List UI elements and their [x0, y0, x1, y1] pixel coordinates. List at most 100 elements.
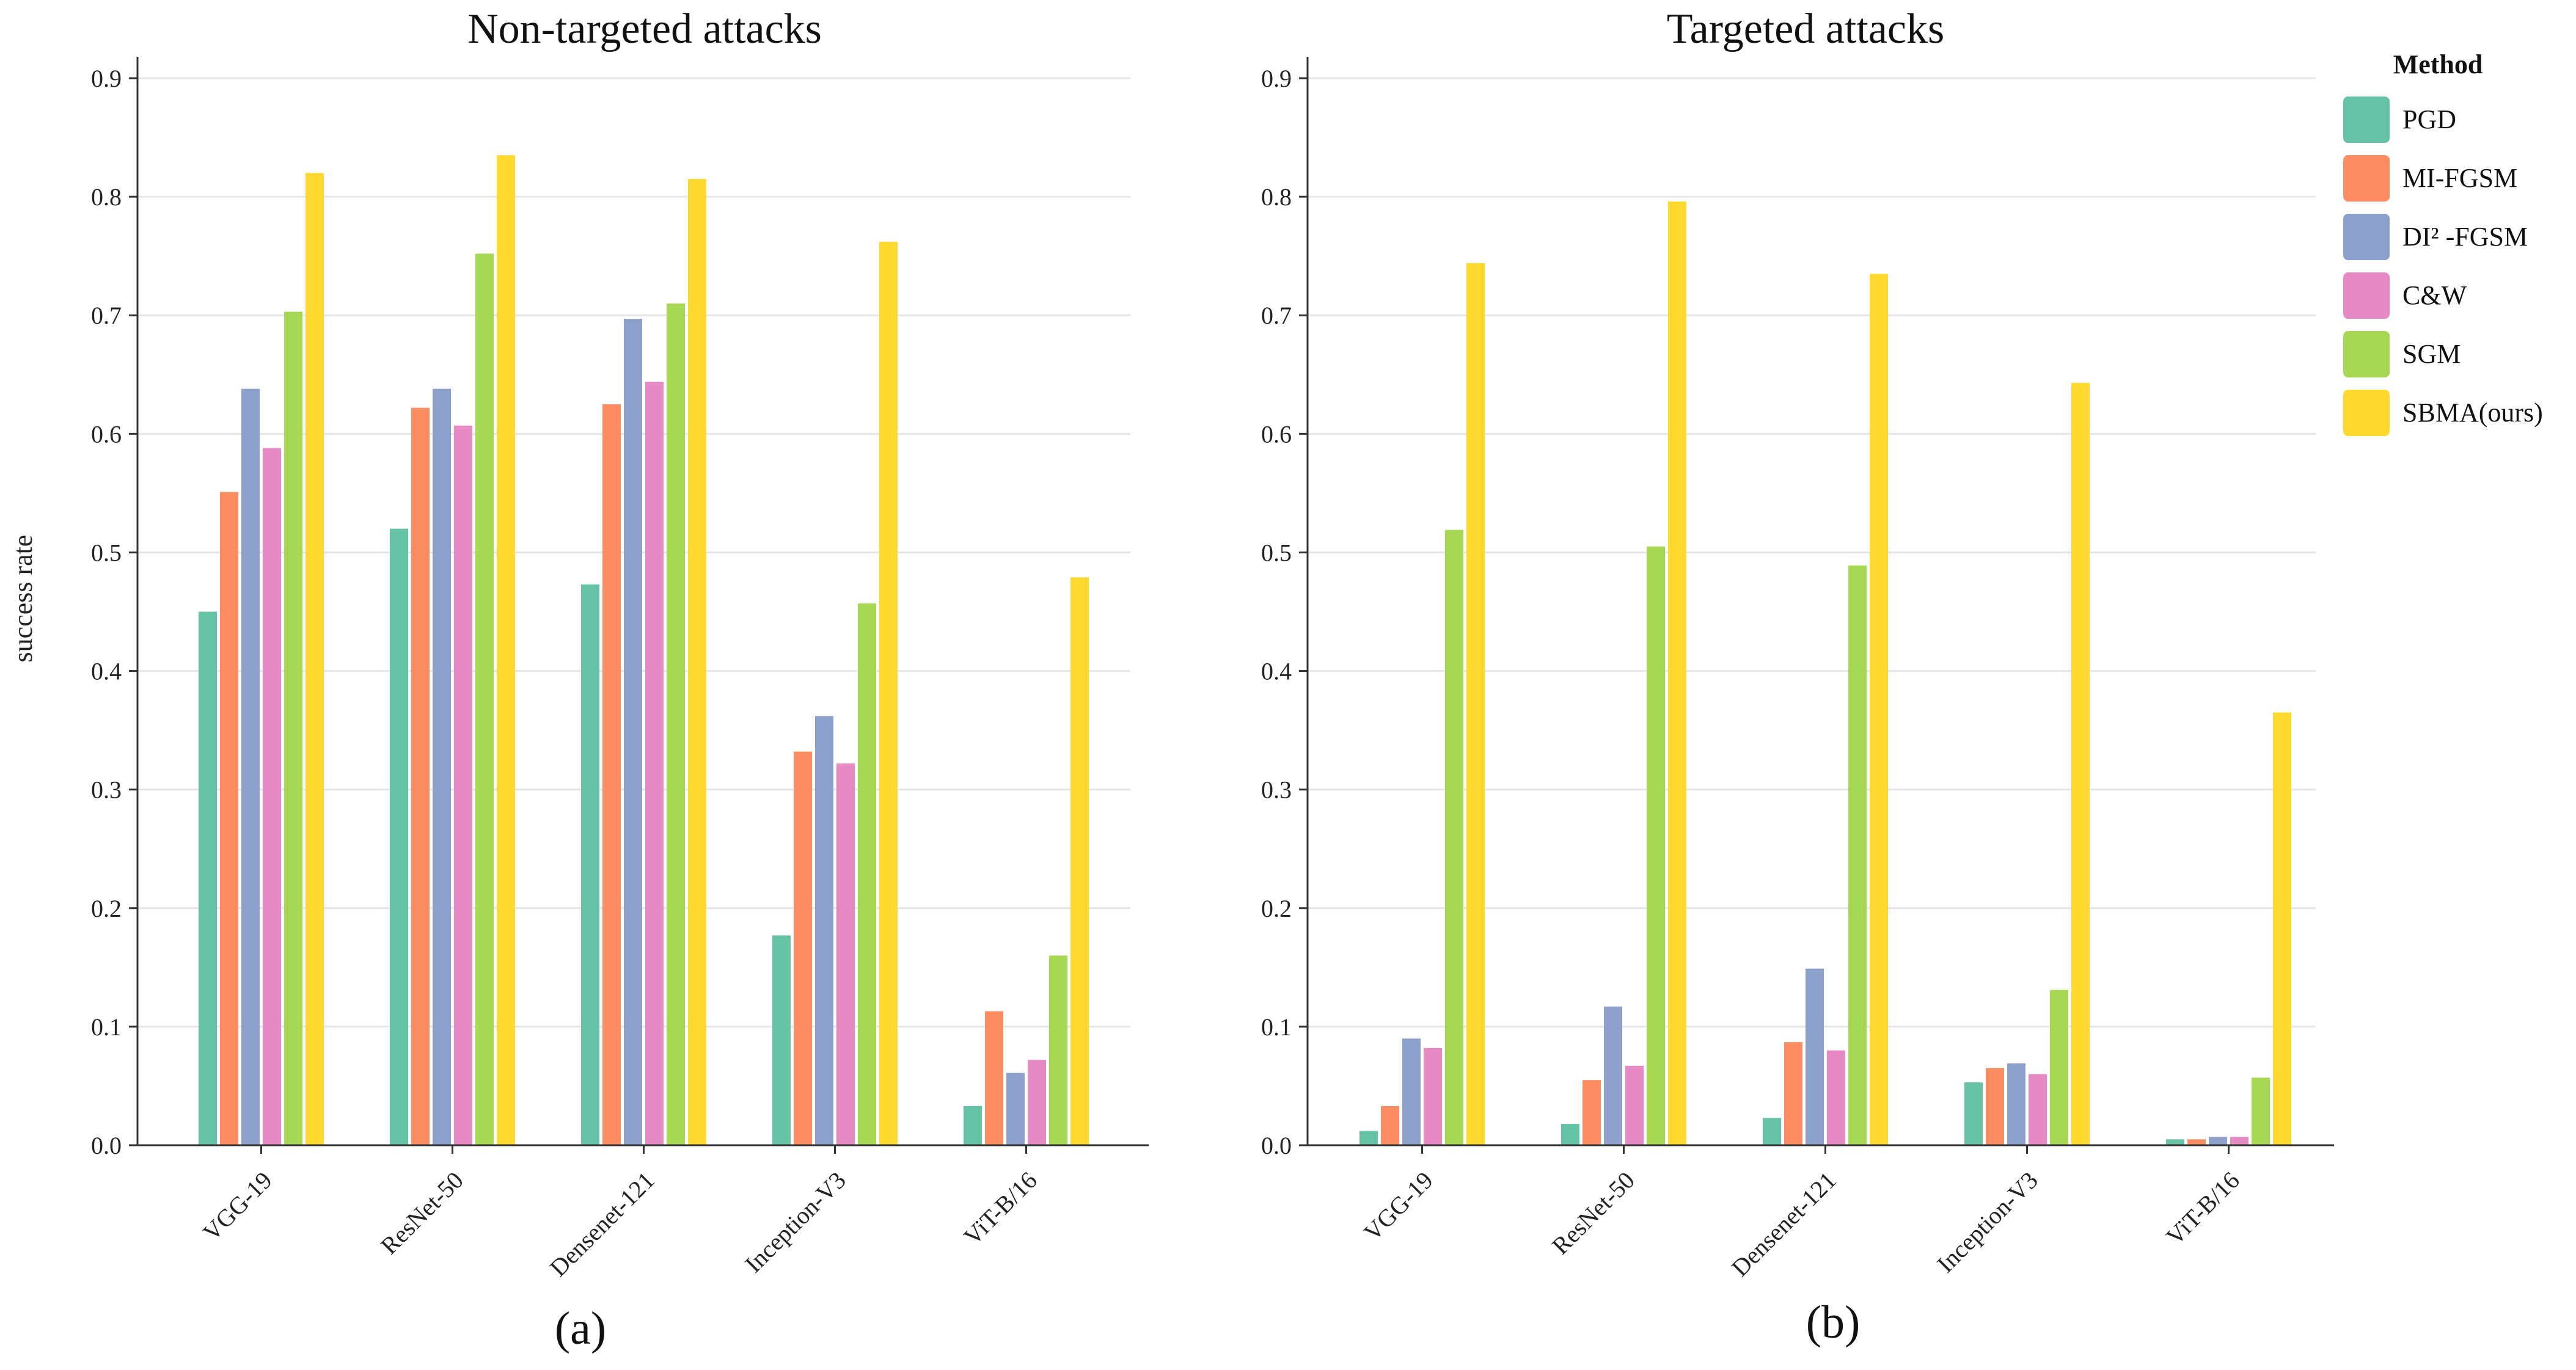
bar-ResNet-50-DI² -FGSM	[1604, 1006, 1622, 1145]
bar-ViT-B/16-PGD	[2166, 1139, 2184, 1145]
legend-label: DI² -FGSM	[2402, 222, 2528, 252]
bar-ResNet-50-SGM	[475, 253, 494, 1146]
bar-ViT-B/16-DI² -FGSM	[2209, 1137, 2227, 1145]
bar-ResNet-50-PGD	[1561, 1124, 1579, 1145]
bar-ViT-B/16-DI² -FGSM	[1006, 1073, 1025, 1145]
bar-ViT-B/16-SGM	[2252, 1077, 2270, 1145]
bar-Densenet-121-PGD	[1763, 1118, 1781, 1145]
bar-ResNet-50-C&W	[1625, 1065, 1644, 1145]
y-tick-label: 0.2	[91, 895, 122, 922]
bar-ResNet-50-C&W	[454, 425, 472, 1145]
legend-label: PGD	[2402, 104, 2456, 134]
bar-VGG-19-DI² -FGSM	[241, 388, 260, 1146]
chart-panel-targeted: 0.0 0.1 0.2 0.3 0.4 0.5 0.6 0.7 0.8 0.9 VGG-19 ResN…	[1261, 5, 2334, 1348]
bar-Densenet-121-C&W	[1827, 1050, 1845, 1145]
x-tick-label: ResNet-50	[1546, 1167, 1640, 1260]
bar-VGG-19-SBMA(ours)	[1466, 263, 1485, 1145]
y-tick-label: 0.9	[91, 65, 122, 92]
chart-panel-non-targeted: 0.0 0.1 0.2 0.3 0.4 0.5 0.6 0.7 0.8 0.9 VGG-19 ResN…	[91, 5, 1149, 1354]
legend-swatch	[2343, 331, 2390, 377]
bar-ViT-B/16-MI-FGSM	[985, 1011, 1003, 1145]
x-tick-label: ViT-B/16	[958, 1167, 1042, 1251]
bar-ResNet-50-SGM	[1647, 546, 1665, 1145]
y-tick-label: 0.4	[1261, 658, 1292, 685]
chart-title: Targeted attacks	[1667, 5, 1944, 53]
bar-ViT-B/16-MI-FGSM	[2187, 1139, 2206, 1145]
legend-label: SBMA(ours)	[2402, 398, 2543, 428]
bar-ResNet-50-MI-FGSM	[1583, 1080, 1601, 1145]
y-tick-label: 0.6	[91, 420, 122, 448]
bar-VGG-19-SGM	[1445, 530, 1463, 1145]
bar-Densenet-121-PGD	[581, 584, 599, 1145]
bar-Inception-V3-SGM	[858, 603, 876, 1145]
bar-VGG-19-PGD	[199, 611, 217, 1145]
y-tick-label: 0.9	[1261, 65, 1292, 92]
bar-ResNet-50-SBMA(ours)	[1668, 201, 1686, 1146]
bar-Inception-V3-PGD	[1964, 1082, 1983, 1145]
y-tick-label: 0.8	[91, 183, 122, 211]
bar-Densenet-121-DI² -FGSM	[624, 319, 642, 1145]
y-tick-label: 0.2	[1261, 895, 1292, 922]
bar-VGG-19-DI² -FGSM	[1402, 1038, 1421, 1145]
bar-VGG-19-C&W	[1424, 1048, 1442, 1145]
bar-Inception-V3-MI-FGSM	[794, 751, 812, 1145]
x-tick-label: VGG-19	[1358, 1167, 1438, 1247]
bar-ResNet-50-PGD	[390, 528, 408, 1145]
legend-swatch	[2343, 155, 2390, 202]
bar-ViT-B/16-C&W	[2230, 1137, 2249, 1145]
bar-Inception-V3-PGD	[772, 935, 791, 1145]
legend-label: C&W	[2402, 280, 2467, 310]
y-tick-label: 0.1	[91, 1013, 122, 1041]
x-tick-label: ViT-B/16	[2161, 1167, 2245, 1251]
bar-ResNet-50-SBMA(ours)	[497, 155, 515, 1145]
y-tick-label: 0.5	[91, 539, 122, 566]
bar-ViT-B/16-SBMA(ours)	[1070, 577, 1089, 1145]
bar-Densenet-121-SBMA(ours)	[1870, 274, 1888, 1145]
y-tick-label: 0.5	[1261, 539, 1292, 566]
bar-Densenet-121-C&W	[645, 381, 664, 1145]
bar-VGG-19-PGD	[1359, 1131, 1378, 1145]
bar-ResNet-50-DI² -FGSM	[433, 388, 451, 1146]
bar-VGG-19-MI-FGSM	[1381, 1106, 1399, 1145]
bar-Inception-V3-C&W	[836, 763, 855, 1145]
y-tick-label: 0.7	[1261, 302, 1292, 329]
bar-ViT-B/16-PGD	[964, 1106, 982, 1145]
y-tick-label: 0.3	[91, 776, 122, 804]
legend-swatch	[2343, 97, 2390, 143]
bar-Inception-V3-DI² -FGSM	[815, 716, 833, 1145]
bar-Inception-V3-SGM	[2050, 989, 2068, 1145]
bar-Densenet-121-SGM	[1848, 565, 1867, 1145]
legend-swatch	[2343, 272, 2390, 319]
bar-Densenet-121-DI² -FGSM	[1806, 968, 1824, 1145]
bar-ViT-B/16-SBMA(ours)	[2273, 712, 2291, 1145]
legend-label: MI-FGSM	[2402, 163, 2517, 193]
x-tick-label: Densenet-121	[1726, 1167, 1842, 1282]
chart-title: Non-targeted attacks	[467, 5, 822, 53]
y-tick-label: 0.7	[91, 302, 122, 329]
bar-VGG-19-SGM	[284, 312, 302, 1145]
legend-title: Method	[2393, 49, 2483, 79]
x-tick-label: Densenet-121	[544, 1167, 660, 1282]
bar-Inception-V3-DI² -FGSM	[2007, 1063, 2025, 1145]
bar-VGG-19-C&W	[263, 448, 281, 1145]
legend: Method PGD MI-FGSM DI² -FGSM C&W SGM SBMA(our…	[2343, 49, 2543, 436]
bar-Inception-V3-MI-FGSM	[1986, 1068, 2004, 1145]
panel-sublabel: (a)	[555, 1303, 606, 1354]
bar-Inception-V3-SBMA(ours)	[879, 241, 898, 1146]
bar-Inception-V3-C&W	[2029, 1074, 2047, 1145]
y-tick-label: 0.4	[91, 658, 122, 685]
bar-ViT-B/16-SGM	[1049, 955, 1067, 1145]
x-tick-label: ResNet-50	[375, 1167, 469, 1260]
bar-Densenet-121-MI-FGSM	[1784, 1042, 1802, 1145]
bar-ResNet-50-MI-FGSM	[411, 407, 430, 1145]
y-tick-label: 0.3	[1261, 776, 1292, 804]
bar-VGG-19-MI-FGSM	[220, 492, 238, 1145]
bar-Inception-V3-SBMA(ours)	[2071, 382, 2090, 1146]
legend-swatch	[2343, 390, 2390, 436]
bar-Densenet-121-MI-FGSM	[602, 404, 621, 1145]
legend-label: SGM	[2402, 339, 2461, 369]
x-tick-label: Inception-V3	[1931, 1167, 2043, 1278]
bar-ViT-B/16-C&W	[1028, 1060, 1046, 1145]
y-axis-label: success rate	[8, 535, 38, 663]
x-tick-label: Inception-V3	[739, 1167, 851, 1278]
